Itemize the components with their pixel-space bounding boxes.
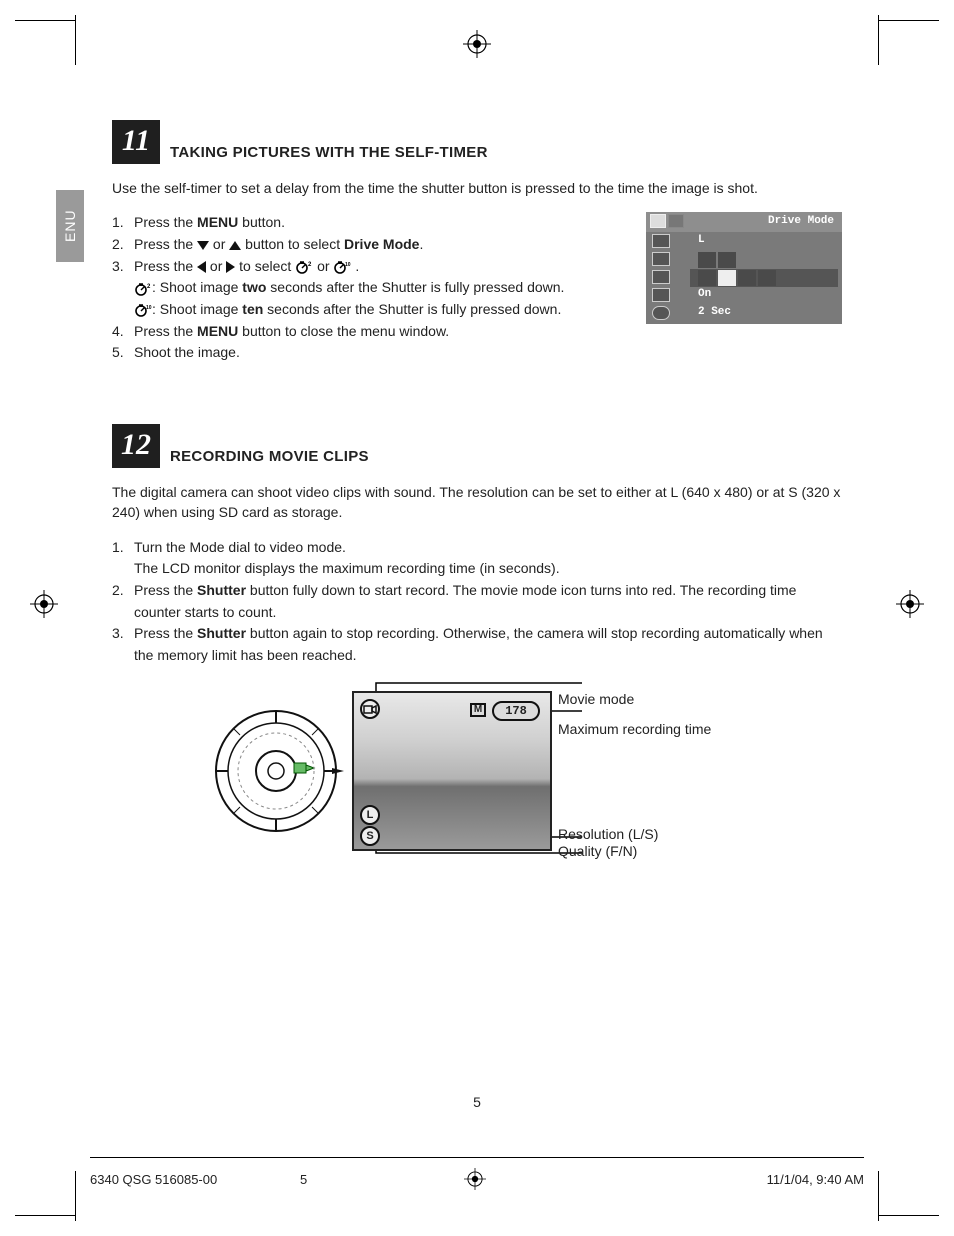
label-movie-mode: Movie mode [558, 691, 634, 707]
page-content: 11 TAKING PICTURES WITH THE SELF-TIMER U… [112, 120, 842, 1116]
svg-text:2: 2 [147, 284, 151, 290]
crop-mark [879, 20, 939, 21]
camera-tab-icon [650, 214, 666, 228]
print-footer: 6340 QSG 516085-00 5 11/1/04, 9:40 AM [90, 1157, 864, 1190]
up-arrow-icon [229, 241, 241, 250]
menu-option-icon [698, 252, 716, 268]
figure-movie-mode: M 178 L S Movie mode Maximum recording t… [112, 691, 842, 851]
step-text: Press the or to select 2 or 10 . 2: Shoo… [134, 256, 626, 321]
mode-dial-icon [206, 701, 346, 841]
menu-value: 2 Sec [698, 306, 731, 318]
section-11: 11 TAKING PICTURES WITH THE SELF-TIMER U… [112, 120, 842, 364]
section-title: TAKING PICTURES WITH THE SELF-TIMER [170, 144, 488, 161]
menu-value: L [698, 234, 705, 246]
video-mode-icon [294, 763, 306, 773]
setup-tab-icon [668, 214, 684, 228]
section-number-badge: 12 [112, 424, 160, 468]
self-timer-10s-icon: 10 [333, 260, 351, 274]
step-list: 1. Press the MENU button. 2. Press the o… [112, 212, 626, 364]
preview-icon [652, 288, 670, 302]
crop-mark [878, 1171, 879, 1221]
figure-labels: Movie mode Maximum recording time Resolu… [558, 691, 748, 851]
registration-mark-icon [460, 1168, 490, 1190]
step-list: 1. Turn the Mode dial to video mode. The… [112, 537, 842, 667]
delay-icon [652, 306, 670, 320]
label-resolution: Resolution (L/S) [558, 826, 658, 842]
quality-icon [652, 252, 670, 266]
crop-mark [75, 1171, 76, 1221]
timer-row-icon [652, 270, 670, 284]
step-text: Shoot the image. [134, 342, 626, 364]
label-max-recording-time: Maximum recording time [558, 721, 711, 737]
quality-badge: L [360, 805, 380, 825]
right-arrow-icon [226, 261, 235, 273]
crop-mark [878, 15, 879, 65]
menu-title: Drive Mode [768, 215, 834, 227]
step-text: Press the Shutter button fully down to s… [134, 580, 842, 623]
left-arrow-icon [197, 261, 206, 273]
svg-text:10: 10 [146, 305, 152, 311]
registration-mark-icon [30, 590, 58, 618]
crop-mark [879, 1215, 939, 1216]
memory-badge: M [470, 703, 486, 717]
recording-time-badge: 178 [492, 701, 540, 721]
section-title: RECORDING MOVIE CLIPS [170, 448, 369, 465]
section-number-badge: 11 [112, 120, 160, 164]
step-text: Press the Shutter button again to stop r… [134, 623, 842, 666]
resolution-icon [652, 234, 670, 248]
section-intro: Use the self-timer to set a delay from t… [112, 178, 842, 198]
down-arrow-icon [197, 241, 209, 250]
step-text: Turn the Mode dial to video mode. The LC… [134, 537, 842, 580]
page-number: 5 [473, 1094, 481, 1110]
menu-option-selected-icon [718, 270, 736, 286]
language-tab: ENU [56, 190, 84, 262]
section-intro: The digital camera can shoot video clips… [112, 482, 842, 523]
step-text: Press the MENU button to close the menu … [134, 321, 626, 343]
crop-mark [15, 1215, 75, 1216]
self-timer-2s-icon: 2 [134, 282, 152, 296]
footer-doc-id: 6340 QSG 516085-00 [90, 1172, 300, 1187]
footer-datetime: 11/1/04, 9:40 AM [767, 1172, 864, 1187]
step-text: Press the MENU button. [134, 212, 626, 234]
label-quality: Quality (F/N) [558, 843, 637, 859]
movie-mode-icon [360, 699, 380, 719]
self-timer-2s-icon: 2 [295, 260, 313, 274]
resolution-badge: S [360, 826, 380, 846]
self-timer-10s-icon: 10 [134, 303, 152, 317]
menu-option-icon [738, 270, 756, 286]
registration-mark-icon [463, 30, 491, 58]
svg-text:10: 10 [345, 262, 351, 268]
menu-option-icon [718, 252, 736, 268]
footer-sheet-number: 5 [300, 1172, 460, 1187]
registration-mark-icon [896, 590, 924, 618]
step-text: Press the or button to select Drive Mode… [134, 234, 626, 256]
crop-mark [75, 15, 76, 65]
menu-value: On [698, 288, 711, 300]
drive-mode-menu-screenshot: Drive Mode L [646, 212, 842, 324]
menu-option-icon [758, 270, 776, 286]
svg-text:2: 2 [308, 262, 312, 268]
menu-option-icon [698, 270, 716, 286]
section-12: 12 RECORDING MOVIE CLIPS The digital cam… [112, 424, 842, 851]
lcd-preview: M 178 L S [352, 691, 552, 851]
crop-mark [15, 20, 75, 21]
